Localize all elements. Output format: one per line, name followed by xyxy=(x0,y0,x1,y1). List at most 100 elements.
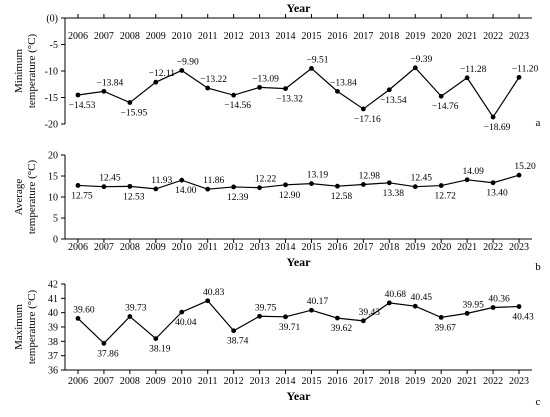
data-point xyxy=(438,314,444,320)
data-point xyxy=(179,68,185,73)
y-tick-label: 40 xyxy=(48,308,58,319)
data-point xyxy=(231,184,237,190)
data-point xyxy=(283,182,288,188)
data-label: −9.39 xyxy=(410,55,432,65)
y-tick-label: -15 xyxy=(45,93,58,104)
chart-panel-a: -20 -15 -10 -5 (0) 2006 2007 2008 2009 2010 2011 20… xyxy=(13,1,541,133)
x-tick-label: 2007 xyxy=(94,31,114,42)
data-point xyxy=(386,180,392,186)
data-point xyxy=(412,65,418,71)
x-tick-label: 2019 xyxy=(405,376,425,387)
data-label: 40.17 xyxy=(307,297,329,307)
data-label: 40.45 xyxy=(411,293,433,303)
data-label: −11.28 xyxy=(460,65,487,75)
x-tick-label: 2013 xyxy=(250,31,270,42)
x-tick-label: 2021 xyxy=(457,376,477,387)
data-point xyxy=(75,316,81,321)
data-point xyxy=(490,180,496,186)
data-label: 12.58 xyxy=(331,192,353,202)
x-tick-label: 2009 xyxy=(146,376,166,387)
x-tick-label: 2023 xyxy=(509,376,529,387)
data-label: −14.56 xyxy=(224,101,251,111)
data-label: 40.36 xyxy=(488,295,510,305)
data-point xyxy=(464,177,470,183)
data-point xyxy=(335,315,340,321)
data-point xyxy=(205,85,211,91)
x-tick-label: 2011 xyxy=(198,242,218,253)
data-label: 39.43 xyxy=(359,308,381,318)
x-tick-label: 2017 xyxy=(353,31,373,42)
data-point xyxy=(283,314,288,320)
y-tick-label: 37 xyxy=(48,351,58,362)
data-point xyxy=(257,84,262,90)
panel-tag: b xyxy=(535,261,541,273)
x-tick-label: 2022 xyxy=(483,31,503,42)
x-tick-label: 2012 xyxy=(224,376,244,387)
data-label: 12.72 xyxy=(435,192,457,202)
y-tick-label: 36 xyxy=(48,366,58,377)
data-point xyxy=(153,186,159,192)
data-label: 38.19 xyxy=(149,345,171,355)
data-label: −13.09 xyxy=(252,74,279,84)
x-axis-title: Year xyxy=(287,255,312,269)
data-label: 37.86 xyxy=(97,349,119,359)
data-label: −9.51 xyxy=(306,55,328,65)
y-tick-label: -10 xyxy=(45,67,58,78)
data-point xyxy=(101,184,107,190)
data-point xyxy=(360,182,366,187)
x-tick-label: 2017 xyxy=(353,242,373,253)
data-point xyxy=(101,88,107,94)
x-tick-label: 2022 xyxy=(483,376,503,387)
data-point xyxy=(516,304,522,309)
y-tick-label: 10 xyxy=(48,193,58,204)
data-point xyxy=(101,340,107,346)
data-label: 13.19 xyxy=(307,171,329,181)
x-tick-label: 2016 xyxy=(327,242,347,253)
data-label: 12.90 xyxy=(279,191,301,201)
data-point xyxy=(153,79,159,85)
x-tick-label: 2009 xyxy=(146,242,166,253)
data-label: 39.67 xyxy=(435,323,457,333)
data-label: −18.69 xyxy=(484,123,511,133)
x-tick-label: 2006 xyxy=(68,376,88,387)
panel-tag: c xyxy=(536,396,541,408)
x-tick-label: 2020 xyxy=(431,376,451,387)
data-label: 39.60 xyxy=(73,305,95,315)
x-axis-title: Year xyxy=(287,389,312,403)
x-tick-label: 2020 xyxy=(431,31,451,42)
y-axis-title: Averagetemperature (°C) xyxy=(13,159,38,234)
data-point xyxy=(127,100,133,105)
data-point xyxy=(179,177,185,183)
data-label: 12.53 xyxy=(123,192,145,202)
data-point xyxy=(127,314,133,319)
data-label: 40.04 xyxy=(175,318,197,328)
data-point xyxy=(179,309,185,315)
data-point xyxy=(490,305,496,310)
data-point xyxy=(490,114,496,120)
y-tick-label: 20 xyxy=(48,151,58,162)
data-point xyxy=(283,86,288,91)
data-point xyxy=(205,298,211,304)
x-tick-label: 2014 xyxy=(276,242,296,253)
y-tick-label: 41 xyxy=(48,294,58,305)
series-line xyxy=(77,174,520,190)
y-tick-label: 5 xyxy=(53,214,58,225)
y-axis-title: Minimumtemperature (°C) xyxy=(13,33,38,108)
x-tick-label: 2010 xyxy=(172,31,192,42)
data-point xyxy=(516,172,522,178)
data-point xyxy=(75,183,81,188)
x-tick-label: 2006 xyxy=(68,242,88,253)
x-tick-label: 2007 xyxy=(94,376,114,387)
x-tick-label: 2017 xyxy=(353,376,373,387)
x-tick-label: 2009 xyxy=(146,31,166,42)
data-label: 11.93 xyxy=(151,176,172,186)
data-label: 12.98 xyxy=(359,171,381,181)
x-tick-label: 2015 xyxy=(301,376,321,387)
data-label: −9.90 xyxy=(177,57,199,67)
data-point xyxy=(335,183,340,189)
data-label: 14.09 xyxy=(462,167,484,177)
data-label: −13.84 xyxy=(330,78,357,88)
data-point xyxy=(309,66,314,71)
x-tick-label: 2019 xyxy=(405,242,425,253)
data-label: −11.20 xyxy=(512,64,539,74)
